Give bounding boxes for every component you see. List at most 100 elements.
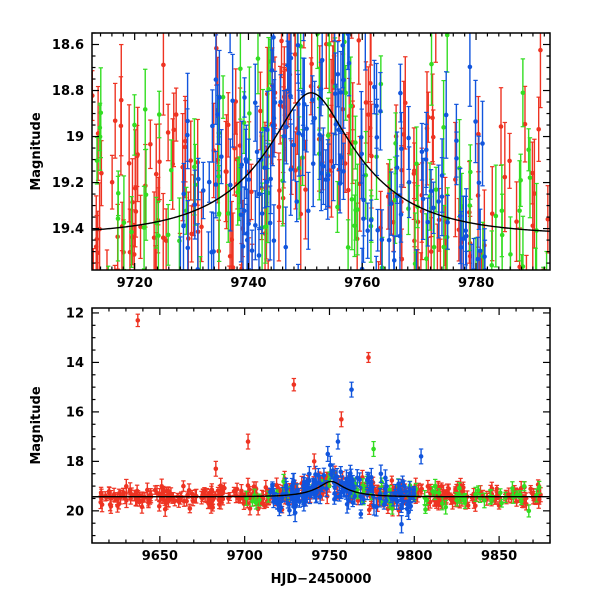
top-model-curve — [92, 92, 550, 232]
green-point — [119, 285, 124, 378]
red-point — [524, 254, 529, 270]
blue-point — [304, 104, 309, 153]
red-point — [208, 497, 214, 514]
red-point — [98, 495, 103, 510]
bottom-frame — [91, 307, 551, 544]
blue-point — [319, 33, 325, 106]
blue-point — [374, 98, 380, 177]
blue-point — [267, 185, 273, 261]
blue-point — [371, 497, 377, 516]
red-point — [265, 260, 271, 270]
green-point — [352, 194, 357, 258]
x-tick-label: 9720 — [117, 276, 153, 291]
green-point — [192, 321, 197, 367]
red-point — [541, 268, 546, 270]
blue-point — [219, 129, 224, 185]
blue-point — [265, 90, 270, 170]
blue-point — [477, 208, 483, 270]
blue-point — [397, 193, 403, 270]
blue-point — [242, 77, 247, 118]
red-point — [502, 121, 508, 233]
blue-point — [230, 53, 235, 148]
green-point — [115, 175, 121, 262]
red-point — [126, 104, 132, 223]
red-point — [301, 33, 307, 49]
red-point — [107, 486, 112, 500]
blue-point — [226, 327, 231, 370]
blue-point — [338, 50, 344, 134]
red-point — [92, 272, 97, 322]
x-tick-label: 9700 — [227, 549, 263, 564]
blue-point — [257, 157, 262, 231]
green-point — [266, 36, 271, 142]
blue-point — [310, 120, 316, 208]
blue-point — [281, 90, 287, 183]
blue-point — [337, 153, 343, 214]
y-tick-label: 16 — [66, 405, 84, 420]
red-point — [131, 222, 137, 270]
red-point — [152, 485, 158, 495]
red-point — [133, 185, 139, 238]
green-point — [441, 79, 446, 175]
blue-point — [363, 33, 368, 71]
red-outlier-point — [135, 313, 141, 328]
y-tick-label: 20 — [66, 504, 84, 519]
red-point — [349, 33, 354, 39]
green-point — [482, 492, 487, 509]
red-point — [418, 252, 424, 270]
blue-point — [184, 290, 189, 335]
blue-point — [249, 229, 255, 270]
green-point — [521, 481, 527, 492]
green-point — [499, 193, 505, 270]
red-point — [522, 85, 528, 163]
blue-point — [333, 492, 339, 502]
red-point — [112, 82, 118, 159]
green-point — [168, 139, 174, 202]
blue-point — [390, 492, 396, 507]
blue-point — [377, 488, 383, 508]
blue-point — [228, 138, 233, 232]
green-point — [345, 219, 351, 270]
red-point — [119, 336, 124, 426]
blue-point — [301, 33, 306, 42]
red-point — [229, 200, 235, 270]
green-point — [348, 56, 353, 156]
green-point — [423, 505, 428, 514]
green-point — [522, 282, 527, 349]
blue-point — [253, 190, 258, 261]
green-point — [493, 164, 499, 268]
red-point — [138, 194, 143, 260]
green-point — [141, 185, 147, 270]
red-point — [161, 33, 166, 116]
blue-point — [271, 33, 276, 63]
blue-point — [436, 164, 441, 239]
red-point — [502, 281, 507, 338]
blue-point — [213, 34, 219, 125]
blue-point — [378, 464, 384, 484]
green-point — [263, 189, 268, 264]
red-outlier-point — [366, 351, 371, 364]
y-tick-label: 19.2 — [52, 176, 84, 191]
blue-point — [312, 478, 317, 495]
blue-point — [200, 161, 206, 220]
blue-point — [213, 150, 219, 219]
blue-point — [399, 111, 404, 186]
blue-point — [296, 263, 301, 270]
green-point — [277, 0, 282, 22]
red-point — [173, 87, 179, 142]
blue-point — [454, 103, 459, 178]
green-point — [513, 284, 518, 384]
red-point — [292, 33, 298, 55]
green-point — [457, 482, 462, 495]
blue-point — [316, 467, 321, 483]
blue-point — [435, 294, 440, 355]
red-point — [306, 285, 311, 334]
x-tick-label: 9750 — [311, 549, 347, 564]
blue-point — [361, 174, 366, 263]
blue-point — [476, 281, 481, 355]
red-outlier-point — [213, 460, 219, 477]
red-point — [92, 247, 96, 270]
red-point — [205, 302, 210, 389]
green-point — [132, 94, 137, 156]
green-point — [462, 492, 468, 505]
